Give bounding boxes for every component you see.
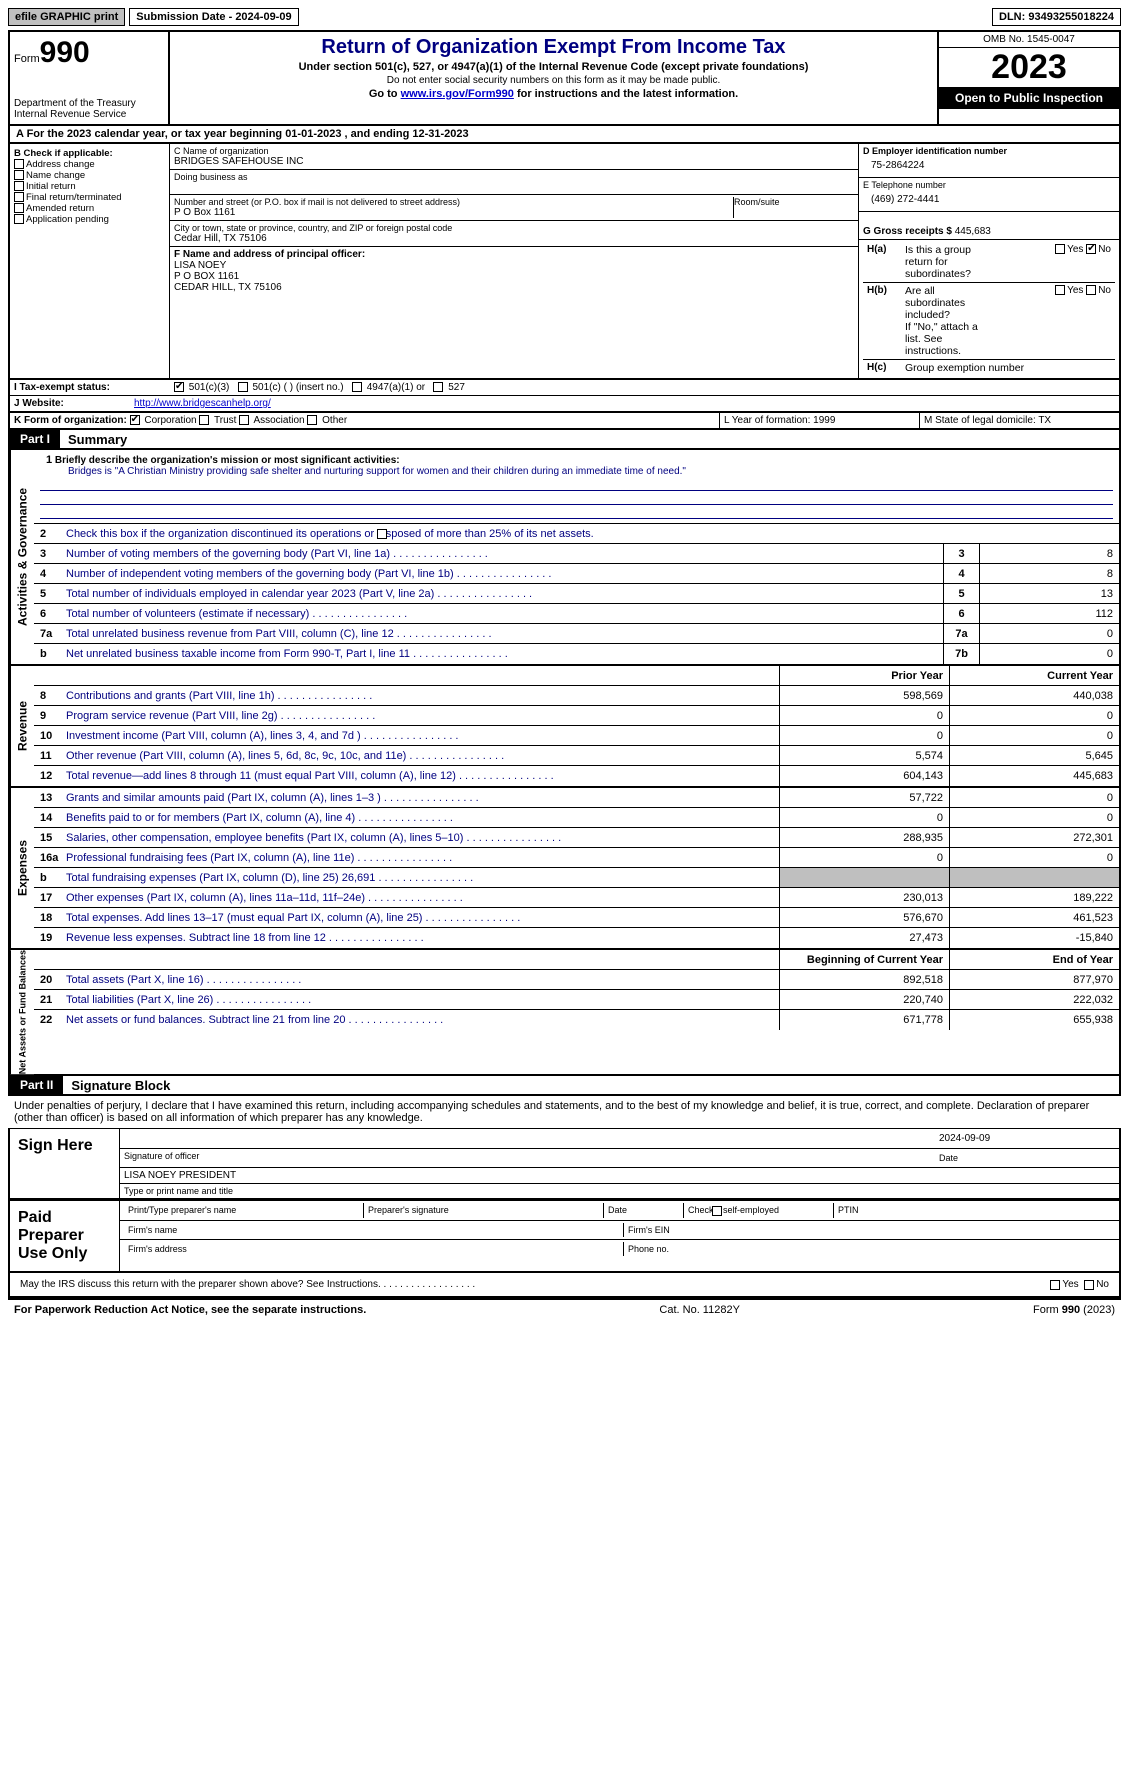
c-name-label: C Name of organization xyxy=(174,146,854,156)
check-527[interactable] xyxy=(433,382,443,392)
efile-print-button[interactable]: efile GRAPHIC print xyxy=(8,8,125,26)
dba-label: Doing business as xyxy=(174,172,854,182)
revenue-tab: Revenue xyxy=(10,666,34,786)
city-state-zip: Cedar Hill, TX 75106 xyxy=(174,233,854,244)
catalog-number: Cat. No. 11282Y xyxy=(659,1304,740,1316)
topbar: efile GRAPHIC print Submission Date - 20… xyxy=(8,8,1121,26)
officer-name: LISA NOEY xyxy=(174,260,854,271)
omb-number: OMB No. 1545-0047 xyxy=(939,32,1119,48)
paid-preparer-section: Paid Preparer Use Only Print/Type prepar… xyxy=(8,1200,1121,1273)
check-amended-return[interactable] xyxy=(14,203,24,213)
expenses-section: Expenses 13Grants and similar amounts pa… xyxy=(8,788,1121,950)
check-name-change[interactable] xyxy=(14,170,24,180)
sig-date: 2024-09-09 xyxy=(935,1131,1115,1146)
col-b-title: B Check if applicable: xyxy=(14,148,165,159)
entity-info: B Check if applicable: Address change Na… xyxy=(8,144,1121,380)
check-address-change[interactable] xyxy=(14,159,24,169)
addr-label: Number and street (or P.O. box if mail i… xyxy=(174,197,733,207)
g-label: G Gross receipts $ xyxy=(863,226,952,237)
k-label: K Form of organization: xyxy=(14,415,127,426)
form-title: Return of Organization Exempt From Incom… xyxy=(174,36,933,59)
officer-addr2: CEDAR HILL, TX 75106 xyxy=(174,282,854,293)
revenue-section: Revenue Prior YearCurrent Year 8Contribu… xyxy=(8,666,1121,788)
check-4947[interactable] xyxy=(352,382,362,392)
activities-section: Activities & Governance 1 Briefly descri… xyxy=(8,450,1121,666)
expenses-tab: Expenses xyxy=(10,788,34,948)
check-application-pending[interactable] xyxy=(14,214,24,224)
check-final-return[interactable] xyxy=(14,192,24,202)
irs-link[interactable]: www.irs.gov/Form990 xyxy=(401,88,514,100)
form-subtitle2: Do not enter social security numbers on … xyxy=(174,75,933,86)
check-other[interactable] xyxy=(307,415,317,425)
form-footer: Form 990 (2023) xyxy=(1033,1304,1115,1316)
hb-no[interactable] xyxy=(1086,285,1096,295)
room-label: Room/suite xyxy=(734,197,854,207)
j-label: J Website: xyxy=(10,396,130,411)
form-header: Form990 Department of the Treasury Inter… xyxy=(8,30,1121,126)
mission-text: Bridges is "A Christian Ministry providi… xyxy=(40,466,1113,477)
m-state-domicile: M State of legal domicile: TX xyxy=(919,413,1119,428)
e-label: E Telephone number xyxy=(863,180,1115,190)
check-501c3[interactable] xyxy=(174,382,184,392)
check-association[interactable] xyxy=(239,415,249,425)
activities-tab: Activities & Governance xyxy=(10,450,34,664)
hb-yes[interactable] xyxy=(1055,285,1065,295)
officer-addr1: P O BOX 1161 xyxy=(174,271,854,282)
d-label: D Employer identification number xyxy=(863,146,1115,156)
ein: 75-2864224 xyxy=(863,156,1115,175)
dln: DLN: 93493255018224 xyxy=(992,8,1121,26)
l-year-formation: L Year of formation: 1999 xyxy=(719,413,919,428)
ha-yes[interactable] xyxy=(1055,244,1065,254)
netassets-section: Net Assets or Fund Balances Beginning of… xyxy=(8,950,1121,1076)
gross-receipts: 445,683 xyxy=(955,226,991,237)
open-to-public: Open to Public Inspection xyxy=(939,87,1119,109)
f-label: F Name and address of principal officer: xyxy=(174,249,854,260)
form-number: Form990 xyxy=(14,36,164,70)
check-501c[interactable] xyxy=(238,382,248,392)
check-initial-return[interactable] xyxy=(14,181,24,191)
discuss-yes[interactable] xyxy=(1050,1280,1060,1290)
i-label: I Tax-exempt status: xyxy=(10,380,170,395)
check-self-employed[interactable] xyxy=(712,1206,722,1216)
sign-here-section: Sign Here 2024-09-09 Signature of office… xyxy=(8,1128,1121,1200)
section-a: A For the 2023 calendar year, or tax yea… xyxy=(8,126,1121,144)
check-corporation[interactable] xyxy=(130,415,140,425)
form-subtitle1: Under section 501(c), 527, or 4947(a)(1)… xyxy=(174,61,933,73)
declaration-text: Under penalties of perjury, I declare th… xyxy=(8,1096,1121,1128)
form-instructions-link: Go to www.irs.gov/Form990 for instructio… xyxy=(174,88,933,100)
part1-header: Part I Summary xyxy=(8,430,1121,450)
city-label: City or town, state or province, country… xyxy=(174,223,854,233)
discuss-no[interactable] xyxy=(1084,1280,1094,1290)
tax-year: 2023 xyxy=(939,48,1119,87)
check-trust[interactable] xyxy=(199,415,209,425)
check-discontinued[interactable] xyxy=(377,529,387,539)
officer-print-name: LISA NOEY PRESIDENT xyxy=(124,1170,236,1181)
paid-preparer-label: Paid Preparer Use Only xyxy=(10,1201,120,1271)
dept-label: Department of the Treasury Internal Reve… xyxy=(14,98,164,120)
ha-no[interactable] xyxy=(1086,244,1096,254)
may-irs-discuss: May the IRS discuss this return with the… xyxy=(16,1277,1046,1292)
org-name: BRIDGES SAFEHOUSE INC xyxy=(174,156,854,167)
paperwork-notice: For Paperwork Reduction Act Notice, see … xyxy=(14,1304,366,1316)
website-link[interactable]: http://www.bridgescanhelp.org/ xyxy=(134,398,271,409)
street-address: P O Box 1161 xyxy=(174,207,733,218)
netassets-tab: Net Assets or Fund Balances xyxy=(10,950,34,1074)
footer: For Paperwork Reduction Act Notice, see … xyxy=(8,1298,1121,1320)
part2-header: Part II Signature Block xyxy=(8,1076,1121,1096)
phone: (469) 272-4441 xyxy=(863,190,1115,209)
sign-here-label: Sign Here xyxy=(10,1129,120,1198)
submission-date: Submission Date - 2024-09-09 xyxy=(129,8,298,26)
